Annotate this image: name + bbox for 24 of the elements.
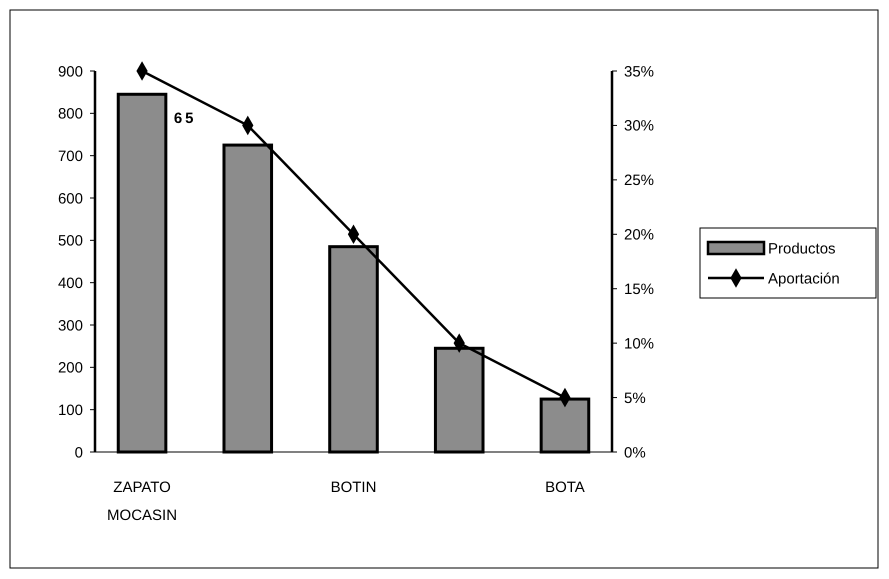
y-tick-label: 600 <box>58 190 83 208</box>
y-tick-label: 700 <box>58 148 83 165</box>
x-tick-label: BOTIN <box>330 479 376 496</box>
y-tick-label: 300 <box>58 317 83 334</box>
y-tick-label: 400 <box>58 274 83 292</box>
y-tick-label: 0 <box>74 444 83 462</box>
y2-tick-label: 0% <box>624 444 646 462</box>
y2-tick-label: 25% <box>624 172 654 190</box>
y2-tick-label: 15% <box>624 280 654 298</box>
y-tick-label: 100 <box>58 402 83 419</box>
y2-tick-label: 5% <box>624 390 646 407</box>
y2-tick-label: 10% <box>624 335 654 352</box>
legend-label: Aportación <box>768 270 840 288</box>
y-tick-label: 500 <box>58 232 83 250</box>
legend-label: Productos <box>768 240 836 258</box>
x-tick-label: ZAPATO MOCASIN <box>107 479 178 524</box>
y2-tick-label: 20% <box>624 226 654 244</box>
y2-tick-label: 35% <box>624 63 654 80</box>
y-tick-label: 800 <box>58 106 83 123</box>
annotation: 65 <box>174 110 197 127</box>
y-tick-label: 900 <box>58 63 83 80</box>
y-tick-label: 200 <box>58 360 83 377</box>
y2-tick-label: 30% <box>624 118 654 135</box>
x-tick-label: BOTA <box>545 479 585 496</box>
